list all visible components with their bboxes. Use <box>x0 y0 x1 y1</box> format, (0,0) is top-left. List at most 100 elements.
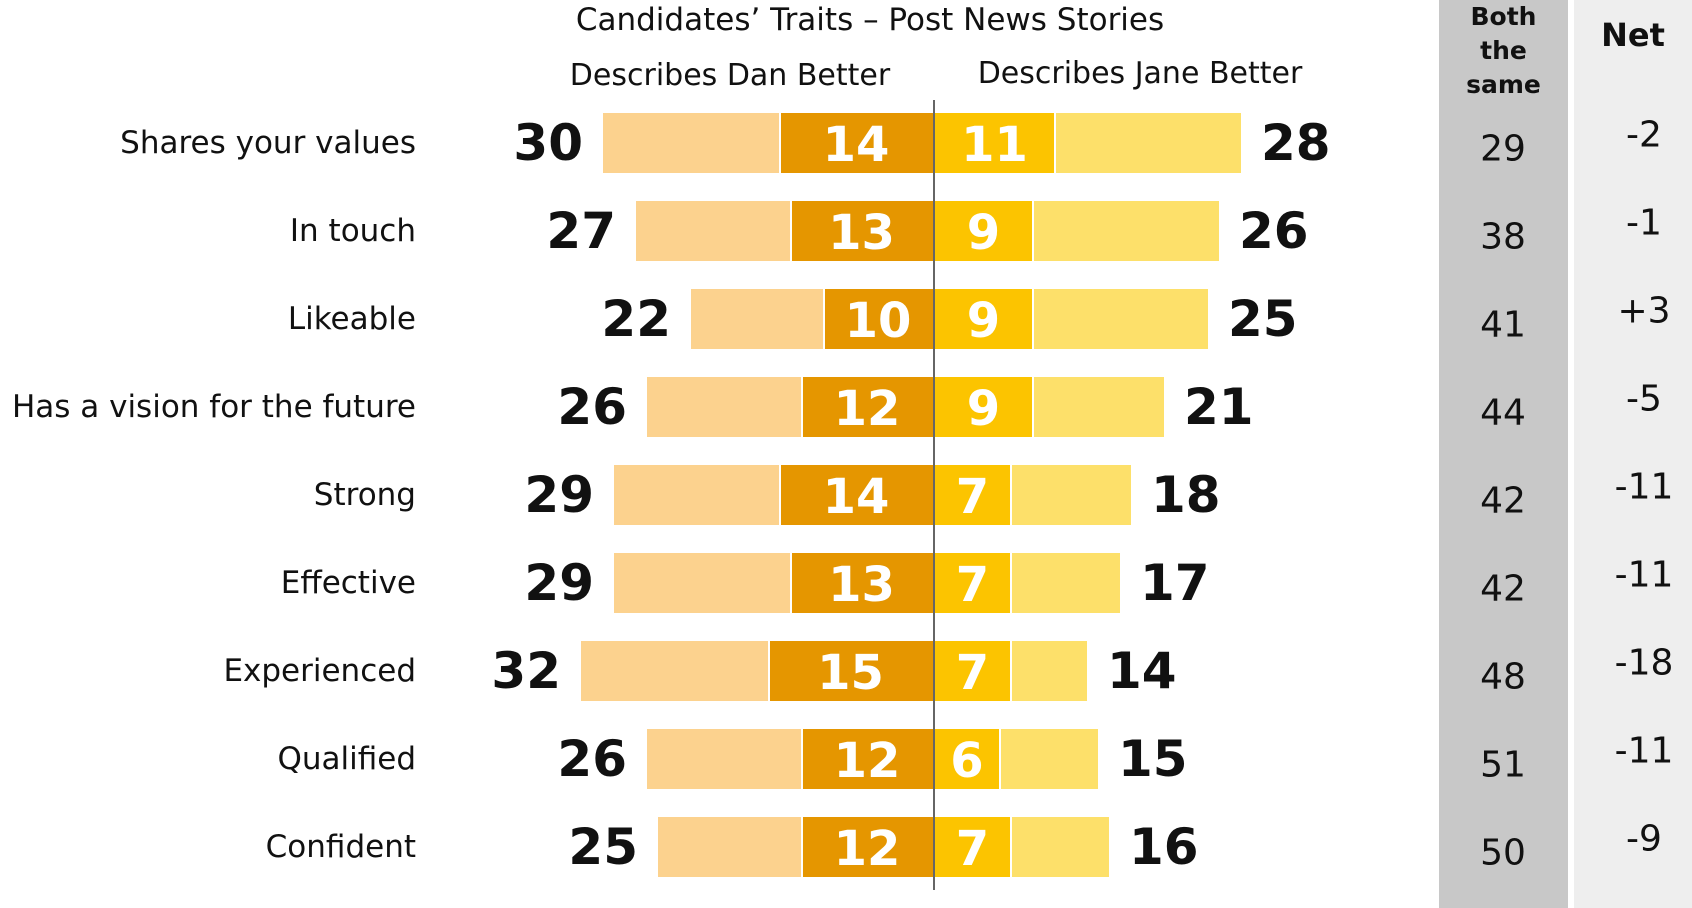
both-same-header-line2: the <box>1480 36 1527 65</box>
jane-total-bar <box>1034 289 1208 349</box>
dan-strong-label: 12 <box>834 733 901 789</box>
net-header: Net <box>1601 16 1665 54</box>
jane-total-bar <box>1001 729 1098 789</box>
dan-strong-label: 13 <box>828 557 895 613</box>
jane-strong-bar <box>935 465 1010 525</box>
jane-total-bar <box>1034 201 1219 261</box>
net-value: -1 <box>1626 203 1662 244</box>
jane-total-label: 18 <box>1151 466 1221 524</box>
dan-strong-label: 12 <box>834 381 901 437</box>
dan-total-label: 26 <box>557 730 627 788</box>
jane-strong-bar <box>935 817 1010 877</box>
dan-strong-bar <box>825 289 933 349</box>
dan-total-label: 30 <box>513 114 583 172</box>
dan-strong-bar <box>781 465 933 525</box>
dan-strong-bar <box>792 201 933 261</box>
jane-strong-label: 7 <box>956 821 989 877</box>
dan-strong-label: 10 <box>845 293 912 349</box>
net-column-bg <box>1574 0 1692 908</box>
both-same-value: 41 <box>1480 305 1526 346</box>
category-label: Likeable <box>288 301 416 337</box>
jane-total-bar <box>1012 817 1109 877</box>
dan-total-label: 29 <box>524 466 594 524</box>
dan-strong-label: 14 <box>823 469 890 525</box>
category-label: Shares your values <box>120 125 416 161</box>
jane-total-label: 21 <box>1184 378 1254 436</box>
jane-total-bar <box>1056 113 1241 173</box>
net-value: -11 <box>1615 467 1674 508</box>
dan-total-bar <box>647 377 801 437</box>
dan-strong-bar <box>803 729 933 789</box>
dan-total-bar <box>658 817 801 877</box>
net-value: -2 <box>1626 115 1662 156</box>
jane-total-bar <box>1012 553 1120 613</box>
both-same-value: 42 <box>1480 481 1526 522</box>
jane-total-label: 15 <box>1118 730 1188 788</box>
both-same-value: 51 <box>1480 745 1526 786</box>
dan-total-bar <box>636 201 790 261</box>
dan-total-bar <box>581 641 768 701</box>
both-same-header-line3: same <box>1466 70 1541 99</box>
category-label: Effective <box>281 565 416 601</box>
jane-strong-label: 6 <box>950 733 983 789</box>
dan-total-label: 22 <box>601 290 671 348</box>
both-same-value: 50 <box>1480 833 1526 874</box>
jane-strong-label: 9 <box>967 205 1000 261</box>
both-same-value: 38 <box>1480 217 1526 258</box>
dan-total-label: 25 <box>568 818 638 876</box>
dan-total-bar <box>691 289 823 349</box>
dan-total-label: 29 <box>524 554 594 612</box>
jane-strong-label: 7 <box>956 557 989 613</box>
jane-strong-bar <box>935 553 1010 613</box>
dan-strong-bar <box>792 553 933 613</box>
dan-strong-label: 15 <box>817 645 884 701</box>
jane-strong-bar <box>935 201 1032 261</box>
dan-header: Describes Dan Better <box>569 58 891 93</box>
both-same-value: 48 <box>1480 657 1526 698</box>
both-same-column-bg <box>1439 0 1568 908</box>
jane-strong-label: 9 <box>967 381 1000 437</box>
category-label: Qualified <box>277 741 416 777</box>
dan-strong-bar <box>803 817 933 877</box>
category-label: Strong <box>314 477 416 513</box>
net-value: -11 <box>1615 555 1674 596</box>
dan-strong-bar <box>770 641 933 701</box>
dan-strong-label: 14 <box>823 117 890 173</box>
category-label: Has a vision for the future <box>12 389 416 425</box>
dan-total-bar <box>614 465 779 525</box>
jane-total-label: 26 <box>1239 202 1309 260</box>
jane-total-label: 28 <box>1261 114 1331 172</box>
jane-header: Describes Jane Better <box>977 56 1303 91</box>
category-label: In touch <box>290 213 416 249</box>
both-same-value: 29 <box>1480 129 1526 170</box>
category-label: Experienced <box>223 653 416 689</box>
dan-total-label: 32 <box>491 642 561 700</box>
net-value: -9 <box>1626 819 1662 860</box>
net-value: +3 <box>1617 291 1670 332</box>
net-value: -5 <box>1626 379 1662 420</box>
dan-total-bar <box>614 553 790 613</box>
jane-total-bar <box>1034 377 1164 437</box>
center-divider <box>933 100 935 890</box>
category-label: Confident <box>266 829 416 865</box>
jane-total-label: 14 <box>1107 642 1177 700</box>
dan-strong-label: 13 <box>828 205 895 261</box>
dan-strong-bar <box>781 113 933 173</box>
dan-total-label: 26 <box>557 378 627 436</box>
jane-strong-bar <box>935 641 1010 701</box>
both-same-header-line1: Both <box>1470 2 1537 31</box>
net-value: -18 <box>1615 643 1674 684</box>
dan-total-bar <box>603 113 779 173</box>
dan-strong-bar <box>803 377 933 437</box>
both-same-value: 44 <box>1480 393 1526 434</box>
dan-strong-label: 12 <box>834 821 901 877</box>
jane-total-bar <box>1012 641 1087 701</box>
jane-strong-label: 9 <box>967 293 1000 349</box>
jane-total-bar <box>1012 465 1131 525</box>
jane-strong-label: 11 <box>961 117 1028 173</box>
jane-total-label: 16 <box>1129 818 1199 876</box>
jane-total-label: 17 <box>1140 554 1210 612</box>
jane-strong-bar <box>935 113 1054 173</box>
jane-strong-label: 7 <box>956 645 989 701</box>
